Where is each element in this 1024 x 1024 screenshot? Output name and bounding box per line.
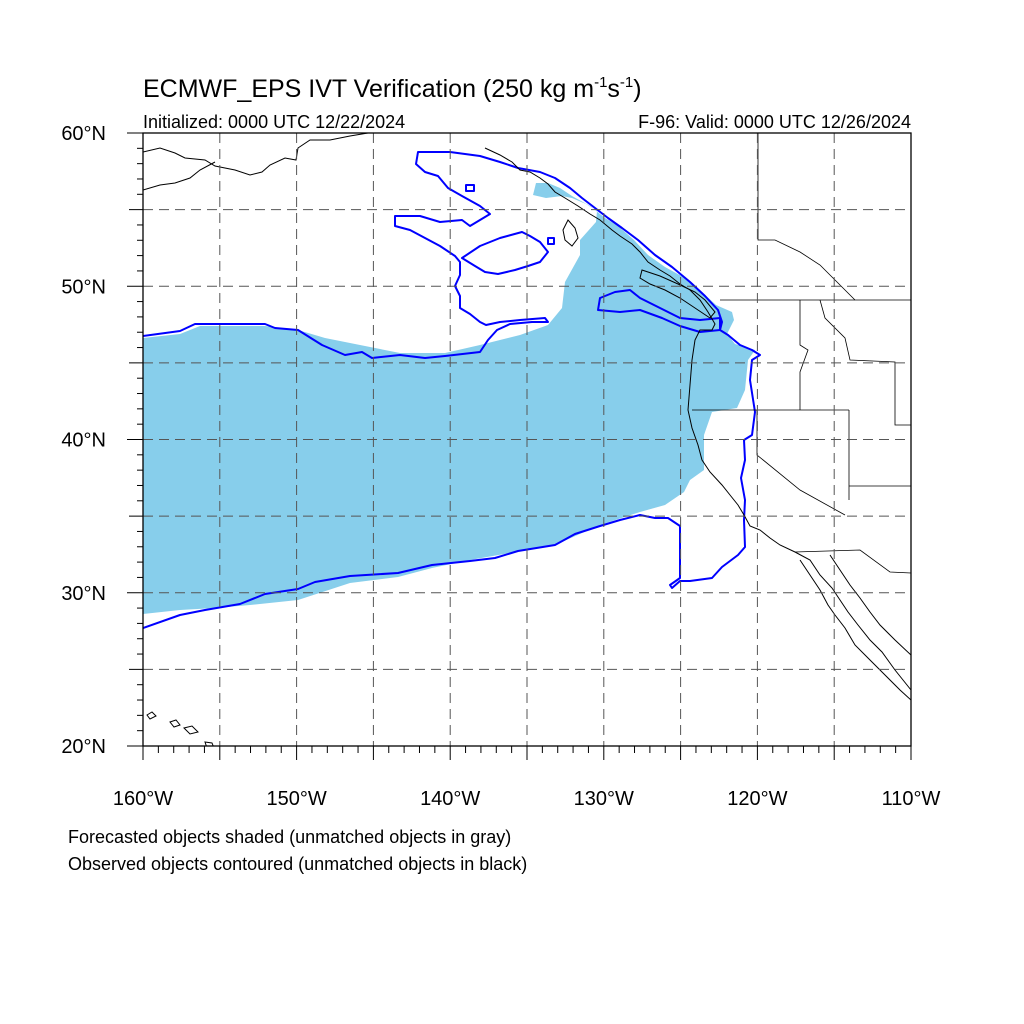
lon-label: 120°W <box>727 788 787 810</box>
hawaii-islands <box>146 711 214 746</box>
observed-object-main <box>143 151 761 629</box>
gulf-of-california <box>829 554 911 656</box>
observed-object-inner <box>461 231 549 275</box>
lat-label: 60°N <box>61 123 106 145</box>
observed-object-speck-2 <box>547 237 555 245</box>
lon-label: 110°W <box>882 788 941 810</box>
map-area <box>143 133 911 746</box>
political-borders <box>692 133 911 574</box>
southeast-alaska-coast <box>484 147 911 691</box>
kodiak-island <box>143 161 216 191</box>
lon-label: 140°W <box>420 788 480 810</box>
lat-label: 20°N <box>61 736 106 758</box>
lat-label: 30°N <box>61 583 106 605</box>
observed-object-speck-1 <box>465 184 475 192</box>
mt-id-border <box>819 299 911 426</box>
alaska-coastline <box>143 133 369 176</box>
lat-label: 40°N <box>61 430 106 452</box>
axis-ticks <box>127 132 912 760</box>
idaho-wa-border <box>799 300 809 410</box>
ca-nv-border <box>756 410 846 516</box>
valid-time-label: F-96: Valid: 0000 UTC 12/26/2024 <box>638 112 911 132</box>
lon-tick-labels: 160°W 150°W 140°W 130°W 120°W 110°W <box>113 788 941 810</box>
haida-gwaii <box>562 219 579 247</box>
us-mexico-border <box>794 549 911 574</box>
forecast-object-shading <box>143 183 755 614</box>
observed-object-bc <box>597 289 721 333</box>
vancouver-island <box>639 269 716 319</box>
forecast-note: Forecasted objects shaded (unmatched obj… <box>68 827 511 847</box>
observed-object-contours <box>143 151 761 629</box>
lon-label: 130°W <box>574 788 634 810</box>
lon-label: 150°W <box>266 788 326 810</box>
baja-coast <box>799 559 911 701</box>
init-time-label: Initialized: 0000 UTC 12/22/2024 <box>143 112 405 132</box>
observed-note: Observed objects contoured (unmatched ob… <box>68 854 527 874</box>
lat-label: 50°N <box>61 276 106 298</box>
graticule <box>143 133 911 746</box>
coastlines <box>143 133 911 746</box>
figure-title: ECMWF_EPS IVT Verification (250 kg m-1s-… <box>143 74 642 103</box>
lon-label: 160°W <box>113 788 173 810</box>
lat-tick-labels: 60°N 50°N 40°N 30°N 20°N <box>61 123 106 758</box>
bc-alaska-border <box>757 133 856 301</box>
